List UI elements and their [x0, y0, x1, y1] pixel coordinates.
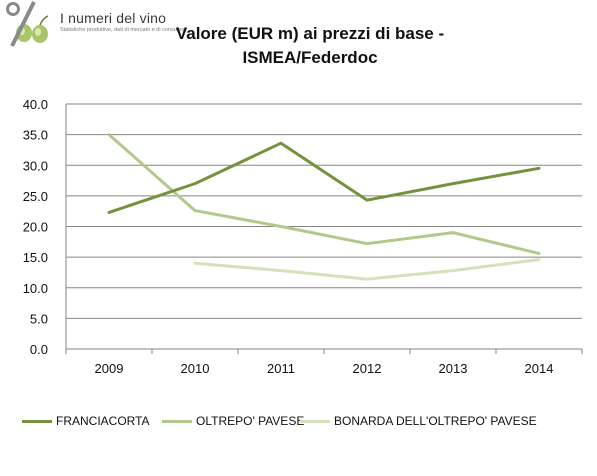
legend-swatch: [22, 419, 52, 423]
y-tick-label: 5.0: [30, 311, 48, 326]
legend-label: FRANCIACORTA: [56, 414, 150, 428]
legend: FRANCIACORTA OLTREPO' PAVESE BONARDA DELL'…: [0, 414, 597, 434]
y-tick-label: 10.0: [23, 281, 48, 296]
x-tick-label: 2011: [267, 361, 295, 376]
legend-item: FRANCIACORTA: [22, 414, 150, 428]
y-tick-label: 35.0: [23, 128, 48, 143]
legend-label: BONARDA DELL'OLTREPO' PAVESE: [334, 414, 537, 428]
percent-icon: [6, 1, 36, 47]
series-line: [107, 141, 541, 214]
chart-title: Valore (EUR m) ai prezzi di base - ISMEA…: [150, 22, 470, 70]
logo-graphic: [6, 1, 49, 47]
y-tick-label: 20.0: [23, 220, 48, 235]
chart-title-line-2: ISMEA/Federdoc: [242, 48, 378, 67]
logo-title: I numeri del vino: [60, 10, 167, 26]
y-tick-label: 40.0: [23, 97, 48, 112]
x-tick-label: 2013: [439, 361, 468, 376]
y-tick-label: 30.0: [23, 158, 48, 173]
y-tick-label: 15.0: [23, 250, 48, 265]
legend-item: OLTREPO' PAVESE: [162, 414, 304, 428]
chart-title-line-1: Valore (EUR m) ai prezzi di base -: [175, 24, 445, 43]
series-line: [107, 133, 541, 255]
x-tick-label: 2010: [181, 361, 210, 376]
x-tick-label: 2012: [353, 361, 382, 376]
logo: I numeri del vino Statistiche produttive…: [0, 0, 190, 50]
legend-item: BONARDA DELL'OLTREPO' PAVESE: [300, 414, 537, 428]
legend-swatch: [300, 419, 330, 423]
legend-swatch: [162, 419, 192, 423]
logo-subtitle: Statistiche produttive, dati di mercato …: [60, 27, 185, 33]
y-tick-label: 25.0: [23, 189, 48, 204]
series-line: [193, 258, 541, 281]
x-tick-label: 2014: [525, 361, 554, 376]
x-tick-label: 2009: [95, 361, 124, 376]
legend-label: OLTREPO' PAVESE: [196, 414, 305, 428]
y-tick-label: 0.0: [30, 342, 48, 357]
